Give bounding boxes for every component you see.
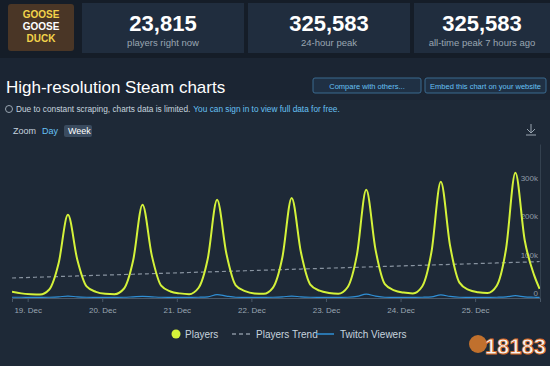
series-line: [12, 262, 540, 278]
logo-text: DUCK: [27, 33, 57, 44]
game-logo: GOOSEGOOSEDUCK: [8, 4, 74, 51]
x-tick-mark: [28, 298, 29, 302]
button-box[interactable]: [313, 78, 421, 93]
page-title: High-resolution Steam charts: [6, 78, 225, 97]
y-tick: 300k: [521, 174, 540, 183]
y-axis-line: [540, 145, 541, 299]
series-line: [12, 294, 540, 297]
stat: 325,58324-hour peak: [248, 3, 410, 53]
y-tick: 100k: [521, 251, 540, 260]
plot-area: [12, 173, 540, 298]
x-tick-mark: [102, 298, 103, 302]
logo-text: GOOSE: [23, 21, 60, 32]
watermark-text: 18183: [485, 334, 546, 359]
x-tick: 20. Dec: [89, 298, 117, 315]
x-tick: 25. Dec: [462, 298, 490, 315]
logo-box: [8, 4, 74, 51]
x-axis: 19. Dec 20. Dec 21. Dec 22. Dec 23. Dec 24. D…: [13, 298, 541, 315]
stat-box: [82, 3, 244, 53]
x-tick-mark: [326, 298, 327, 302]
watermark: 18183: [469, 334, 546, 359]
x-tick-label: 21. Dec: [164, 306, 192, 315]
x-tick-label: 19. Dec: [14, 306, 42, 315]
y-tick-label: 200k: [521, 212, 539, 221]
notice-text: Due to constant scraping, charts data is…: [16, 104, 190, 114]
button-box[interactable]: [425, 78, 546, 93]
stat-box: [248, 3, 410, 53]
stat-value: 23,815: [129, 11, 196, 36]
zoom-option[interactable]: Week: [68, 126, 91, 136]
legend-marker: [232, 333, 250, 335]
button[interactable]: Compare with others...: [313, 78, 421, 93]
stat: 325,583all-time peak 7 hours ago: [414, 3, 550, 53]
x-tick-mark: [251, 298, 252, 302]
x-tick-label: 22. Dec: [238, 306, 266, 315]
legend-label: Players Trend: [256, 329, 318, 340]
x-tick-label: 23. Dec: [313, 306, 341, 315]
stat: 23,815players right now: [82, 3, 244, 53]
x-axis-line: [13, 299, 541, 303]
button-label[interactable]: Compare with others...: [329, 82, 404, 91]
legend-marker: [172, 330, 181, 339]
stat-label: 24-hour peak: [301, 37, 357, 48]
y-tick: 200k: [521, 212, 540, 221]
legend-label: Twitch Viewers: [340, 329, 407, 340]
legend: Players Players Trend Twitch Viewers: [172, 329, 407, 340]
x-tick-mark: [401, 298, 402, 302]
x-tick-label: 25. Dec: [462, 306, 490, 315]
x-tick: 19. Dec: [14, 298, 42, 315]
page: GOOSEGOOSEDUCK23,815players right now325…: [0, 0, 550, 366]
x-tick-label: 20. Dec: [89, 306, 117, 315]
notice: Due to constant scraping, charts data is…: [16, 104, 340, 114]
header-bar: [0, 0, 550, 58]
series-line: [12, 173, 540, 295]
x-tick-mark: [475, 298, 476, 302]
x-tick-label: 24. Dec: [387, 306, 415, 315]
legend-label: Players: [185, 329, 218, 340]
x-tick: 24. Dec: [387, 298, 415, 315]
stat-box: [414, 3, 550, 53]
stat-label: players right now: [127, 37, 199, 48]
logo-text: GOOSE: [23, 9, 60, 20]
x-tick: 23. Dec: [313, 298, 341, 315]
button[interactable]: Embed this chart on your website: [425, 78, 546, 93]
x-tick-mark: [177, 298, 178, 302]
button-label[interactable]: Embed this chart on your website: [430, 82, 541, 91]
legend-marker: [316, 333, 334, 335]
zoom-option[interactable]: Day: [42, 126, 59, 136]
y-tick-label: 300k: [521, 174, 539, 183]
sign-in-link[interactable]: You can sign in to view full data for fr…: [193, 104, 339, 114]
stat-label: all-time peak 7 hours ago: [429, 37, 536, 48]
zoom-label: Zoom: [13, 126, 36, 136]
zoom-selected[interactable]: [64, 125, 92, 137]
info-icon: [6, 106, 13, 113]
background: [0, 0, 550, 366]
download-icon[interactable]: [526, 124, 536, 135]
stat-value: 325,583: [442, 11, 522, 36]
x-tick: 21. Dec: [164, 298, 192, 315]
chart-panel: [0, 100, 550, 366]
y-axis: 0100k200k300k: [521, 145, 541, 299]
stat-value: 325,583: [289, 11, 369, 36]
x-tick: 22. Dec: [238, 298, 266, 315]
